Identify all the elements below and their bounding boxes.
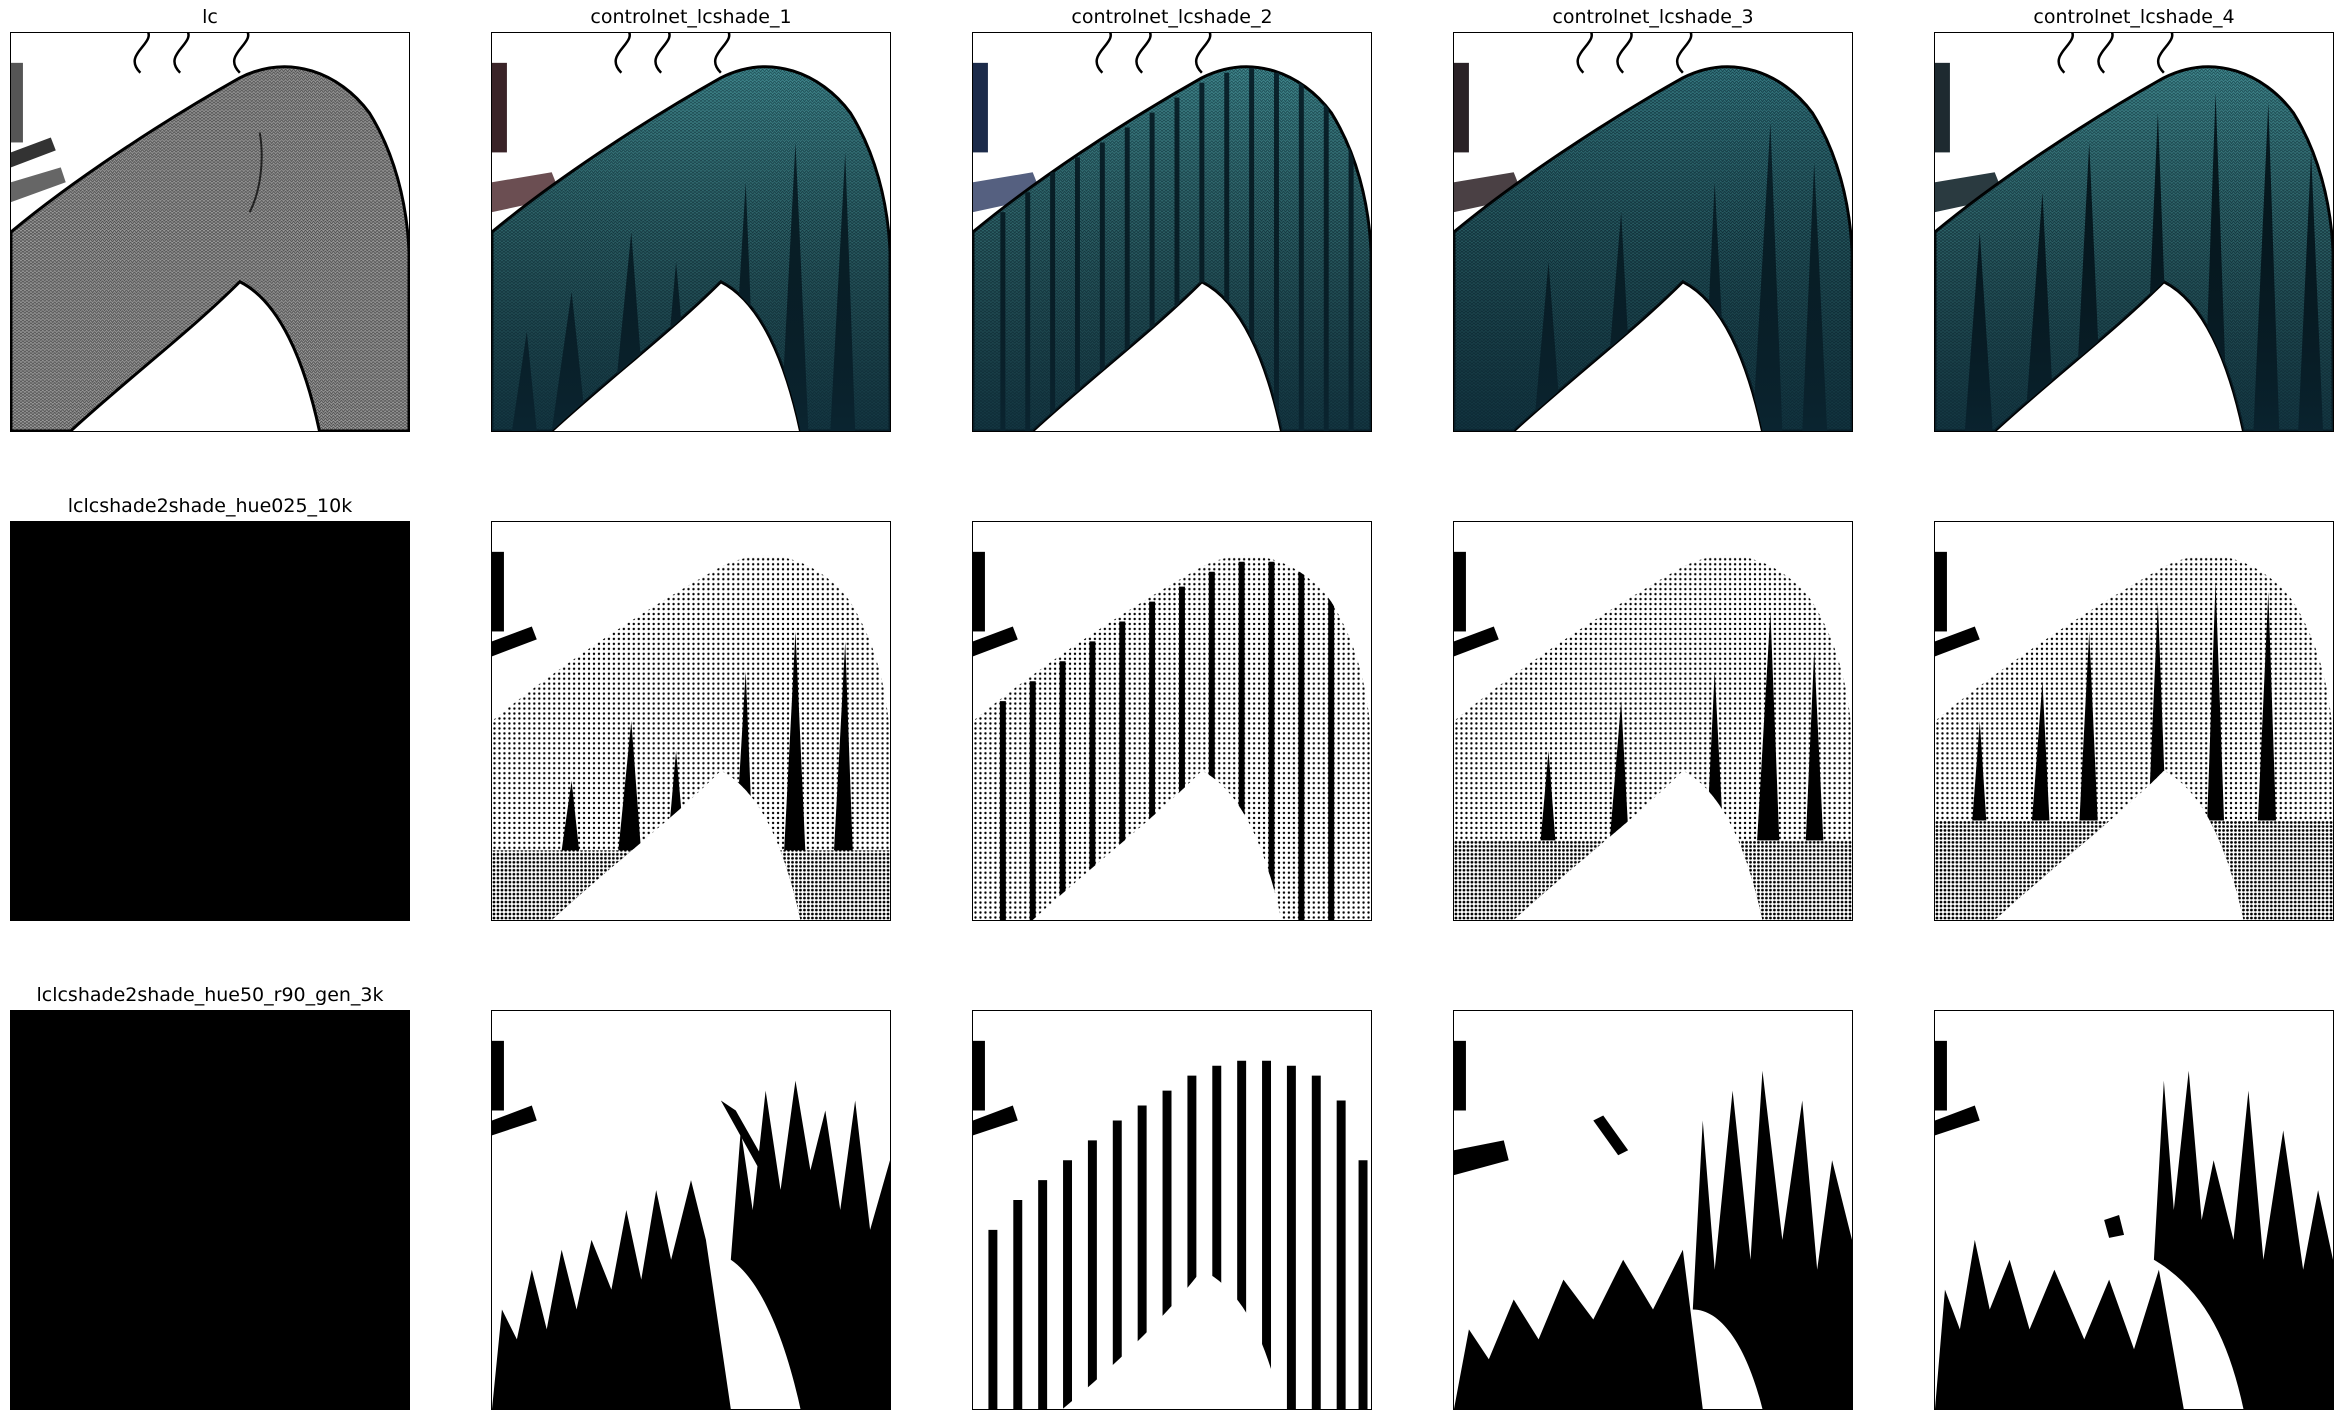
panel-flatshade-2 bbox=[972, 1010, 1372, 1410]
panel-controlnet-lcshade-2 bbox=[972, 32, 1372, 432]
color-render-1 bbox=[492, 33, 890, 431]
flatshade-render-3 bbox=[1454, 1011, 1852, 1409]
panel-title-controlnet-lcshade-3: controlnet_lcshade_3 bbox=[1552, 6, 1754, 28]
panel-halftone-4 bbox=[1934, 521, 2334, 921]
halftone-render-4 bbox=[1935, 522, 2333, 920]
color-render-2 bbox=[973, 33, 1371, 431]
halftone-render-1 bbox=[492, 522, 890, 920]
color-render-4 bbox=[1935, 33, 2333, 431]
halftone-render-2 bbox=[973, 522, 1371, 920]
panel-halftone-2 bbox=[972, 521, 1372, 921]
panel-title-hue025-10k: lclcshade2shade_hue025_10k bbox=[67, 495, 353, 517]
panel-controlnet-lcshade-4 bbox=[1934, 32, 2334, 432]
panel-hue025-10k-empty bbox=[10, 521, 410, 921]
panel-title-controlnet-lcshade-2: controlnet_lcshade_2 bbox=[1071, 6, 1273, 28]
panel-lc-lineart bbox=[10, 32, 410, 432]
panel-flatshade-3 bbox=[1453, 1010, 1853, 1410]
flatshade-render-1 bbox=[492, 1011, 890, 1409]
panel-flatshade-1 bbox=[491, 1010, 891, 1410]
panel-controlnet-lcshade-1 bbox=[491, 32, 891, 432]
panel-title-hue50-r90-gen-3k: lclcshade2shade_hue50_r90_gen_3k bbox=[36, 984, 384, 1006]
flatshade-render-4 bbox=[1935, 1011, 2333, 1409]
panel-flatshade-4 bbox=[1934, 1010, 2334, 1410]
flatshade-render-2 bbox=[973, 1011, 1371, 1409]
color-render-3 bbox=[1454, 33, 1852, 431]
panel-title-lc: lc bbox=[202, 6, 218, 28]
panel-halftone-1 bbox=[491, 521, 891, 921]
panel-title-controlnet-lcshade-1: controlnet_lcshade_1 bbox=[590, 6, 792, 28]
panel-controlnet-lcshade-3 bbox=[1453, 32, 1853, 432]
lineart-image bbox=[11, 33, 409, 431]
panel-hue50-r90-gen-3k-empty bbox=[10, 1010, 410, 1410]
panel-halftone-3 bbox=[1453, 521, 1853, 921]
halftone-render-3 bbox=[1454, 522, 1852, 920]
panel-title-controlnet-lcshade-4: controlnet_lcshade_4 bbox=[2033, 6, 2235, 28]
